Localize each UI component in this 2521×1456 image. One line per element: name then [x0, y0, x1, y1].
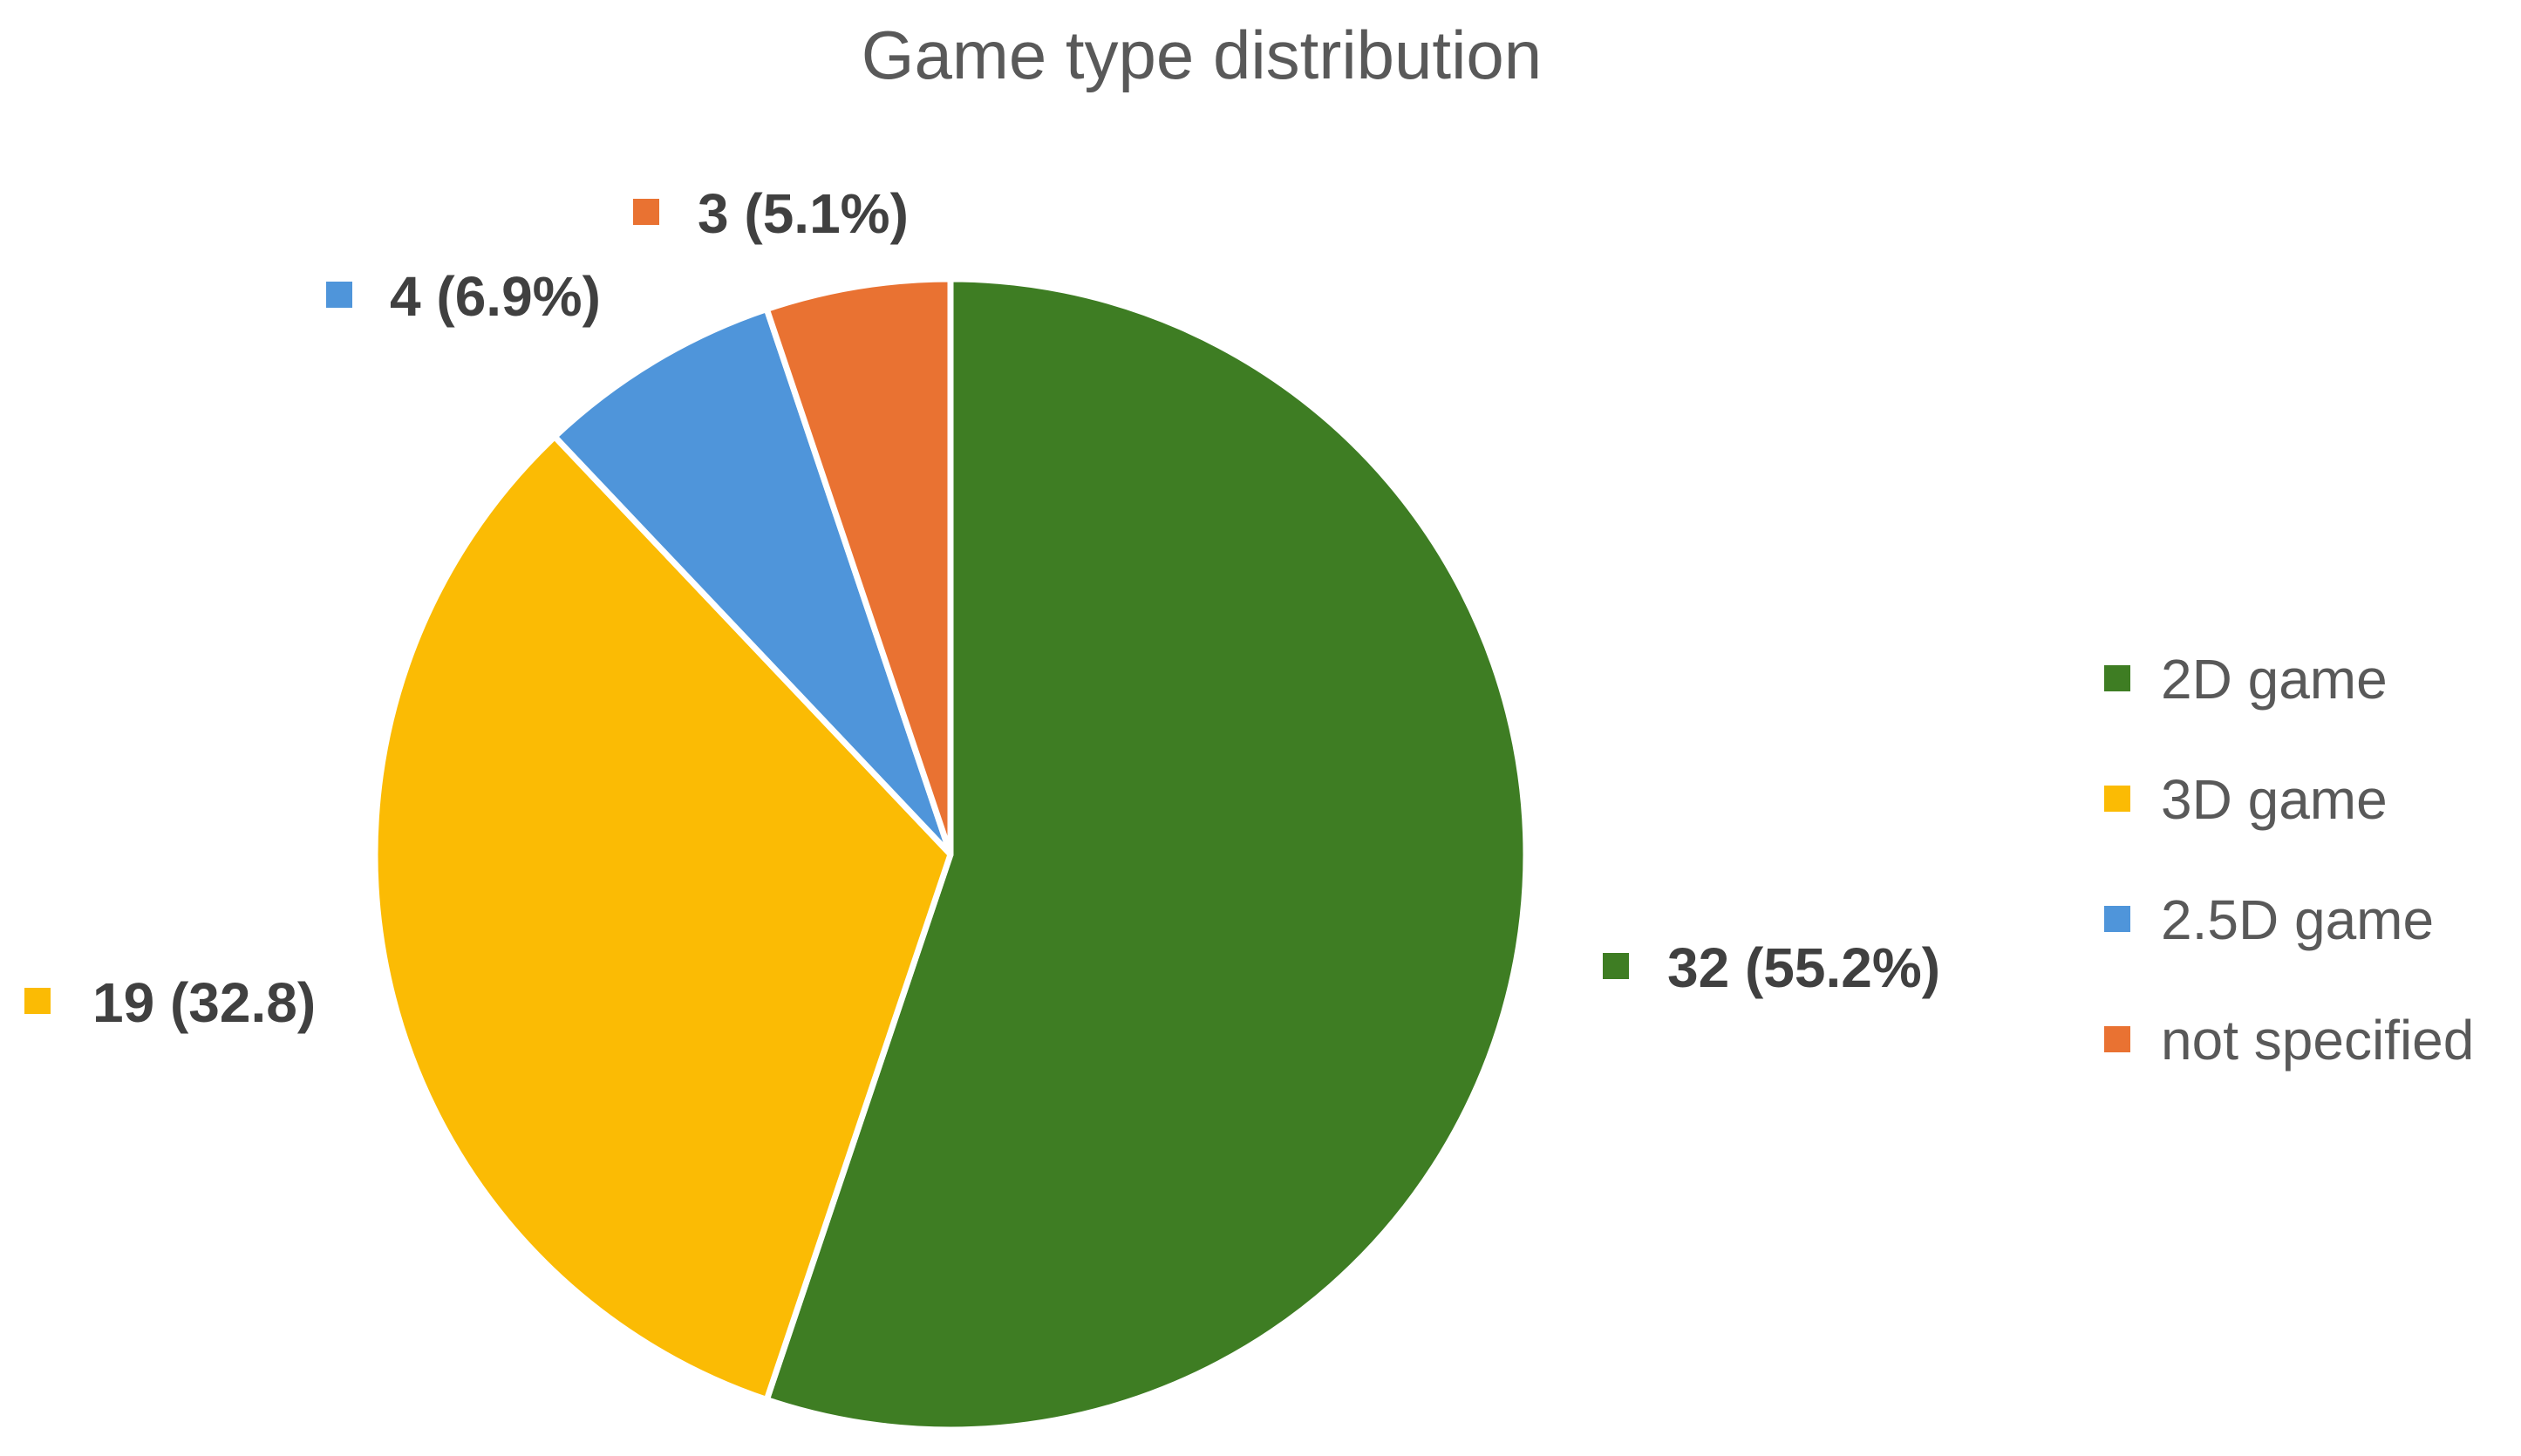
data-labels: 32 (55.2%) 19 (32.8) 4 (6.9%) 3 (5.1%)	[24, 182, 1940, 1034]
slice-2-5d-game	[551, 306, 954, 858]
label-2d-game: 32 (55.2%)	[1667, 936, 1940, 999]
legend-2-5d-game: 2.5D game	[2161, 888, 2434, 951]
label-not-specified: 3 (5.1%)	[698, 182, 909, 245]
label-2d-game-marker	[1603, 953, 1629, 979]
label-3d-game: 19 (32.8)	[92, 971, 316, 1034]
label-2-5d-game-marker	[326, 282, 352, 308]
pie-slices	[371, 276, 1530, 1433]
legend-3d-game: 3D game	[2161, 768, 2388, 831]
legend-2d-game: 2D game	[2161, 648, 2388, 711]
legend-2-5d-game-swatch	[2104, 906, 2130, 932]
label-2-5d-game: 4 (6.9%)	[390, 265, 601, 328]
legend-3d-game-swatch	[2104, 786, 2130, 812]
label-3d-game-marker	[24, 988, 51, 1014]
chart-title: Game type distribution	[862, 17, 1542, 93]
legend-not-specified-swatch	[2104, 1026, 2130, 1052]
label-not-specified-marker	[633, 199, 659, 225]
legend-2d-game-swatch	[2104, 665, 2130, 691]
legend-not-specified: not specified	[2161, 1009, 2474, 1072]
legend: 2D game 3D game 2.5D game not specified	[2104, 648, 2474, 1072]
slice-not-specified	[763, 276, 954, 858]
slice-2d-game	[763, 276, 1530, 1433]
slice-3d-game	[371, 433, 954, 1403]
